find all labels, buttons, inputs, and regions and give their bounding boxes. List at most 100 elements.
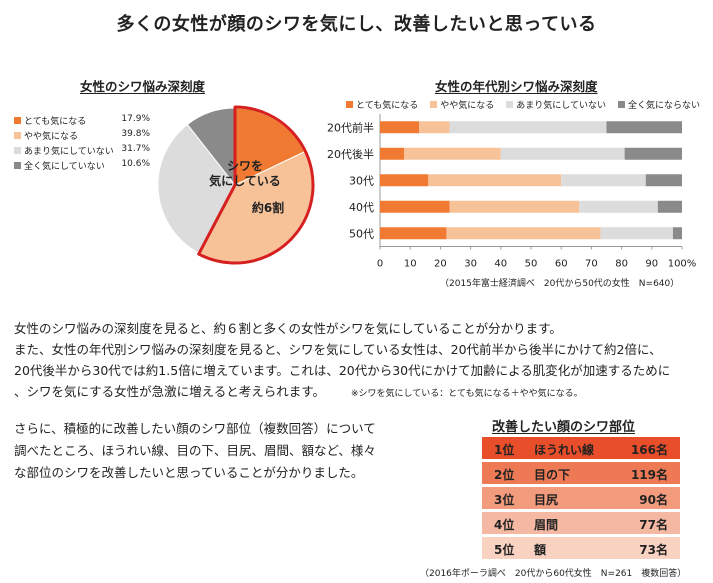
ranking-part: ほうれい線	[534, 443, 595, 457]
paragraph-2-line1: さらに、積極的に改善したい顔のシワ部位（複数回答）について	[14, 421, 376, 436]
bar-x-tick-label: 80	[615, 259, 628, 270]
paragraph-1-note: ※シワを気にしている：とても気になる＋やや気になる。	[351, 389, 583, 399]
bar-category-label: 30代	[349, 174, 374, 187]
bar-category-label: 20代前半	[327, 120, 374, 134]
paragraph-1-line1: 女性のシワ悩みの深刻度を見ると、約６割と多くの女性がシワを気にしていることが分か…	[14, 321, 562, 336]
ranking-part: 額	[534, 543, 547, 557]
bar-x-tick-label: 0	[377, 259, 383, 270]
bar-segment-notmuch	[449, 121, 607, 134]
bar-x-tick-label: 50	[525, 259, 538, 270]
bar-segment-notmuch	[561, 174, 646, 187]
bar-x-tick-label: 20	[434, 259, 447, 270]
ranking-rank: 4位	[494, 518, 515, 532]
legend-label: 全く気にしていない	[24, 162, 105, 172]
paragraph-1-line4: 、シワを気にする女性が急激に増えると考えられます。	[14, 384, 326, 399]
legend-swatch-somewhat	[430, 101, 438, 108]
legend-value: 39.8%	[121, 129, 150, 139]
ranking-count: 77名	[639, 518, 668, 532]
ranking-count: 166名	[630, 443, 668, 457]
bar-segment-very	[380, 227, 447, 240]
bar-segment-somewhat	[428, 174, 562, 187]
bar-segment-never	[657, 200, 682, 213]
bar-x-tick-label: 60	[555, 259, 568, 270]
ranking-row-4: 4位 眉間 77名	[482, 512, 680, 534]
legend-label: やや気になる	[24, 132, 79, 142]
legend-value: 10.6%	[121, 159, 150, 169]
pie-callout-line2: 気にしている	[209, 173, 281, 188]
bar-segment-somewhat	[449, 200, 580, 213]
bar-category-label: 40代	[349, 201, 374, 214]
legend-swatch-very	[14, 117, 21, 124]
bar-x-tick-label: 30	[464, 259, 477, 270]
bar-segment-never	[606, 121, 682, 134]
bar-category-label: 50代	[349, 227, 374, 240]
bar-x-tick-label: 40	[494, 259, 507, 270]
pie-legend-item-very: とても気になる 17.9%	[14, 114, 150, 127]
bar-segment-very	[380, 200, 450, 213]
pie-legend-item-notmuch: あまり気にしていない 31.7%	[14, 144, 150, 157]
ranking-part: 眉間	[534, 518, 559, 532]
paragraph-1: 女性のシワ悩みの深刻度を見ると、約６割と多くの女性がシワを気にしていることが分か…	[14, 318, 670, 405]
bar-segment-notmuch	[600, 227, 673, 240]
ranking-rank: 2位	[494, 468, 515, 482]
bar-segment-very	[380, 121, 420, 134]
bar-x-tick-label: 90	[645, 259, 658, 270]
bar-x-tick-label: 10	[404, 259, 417, 270]
bar-segment-never	[645, 174, 682, 187]
ranking-count: 73名	[639, 543, 668, 557]
legend-value: 31.7%	[121, 144, 150, 154]
bar-segment-notmuch	[579, 200, 658, 213]
bar-segment-somewhat	[446, 227, 601, 240]
ranking-count: 90名	[639, 493, 668, 507]
pie-callout-line1: シワを	[227, 159, 263, 173]
bar-segment-somewhat	[419, 121, 450, 134]
paragraph-1-line4-wrap: 、シワを気にする女性が急激に増えると考えられます。 ※シワを気にしている：とても気…	[14, 381, 670, 405]
legend-label: とても気になる	[24, 117, 87, 127]
bar-legend-item-somewhat: やや気になる	[430, 98, 494, 111]
ranking-row-2: 2位 目の下 119名	[482, 462, 680, 484]
bar-segment-never	[672, 227, 682, 240]
bar-source: （2015年富士経済調べ 20代から50代の女性 N=640）	[440, 279, 680, 289]
pie-chart: シワを 気にしている 約6割	[157, 105, 315, 265]
bar-x-tick-label: 70	[585, 259, 598, 270]
legend-swatch-never	[14, 162, 21, 169]
pie-callout-line3: 約6割	[252, 200, 284, 215]
legend-swatch-very	[346, 101, 353, 108]
paragraph-2: さらに、積極的に改善したい顔のシワ部位（複数回答）について 調べたところ、ほうれ…	[14, 418, 376, 484]
pie-legend: とても気になる 17.9% やや気になる 39.8% あまり気にしていない 31.7%…	[14, 114, 164, 174]
bar-segment-never	[624, 147, 682, 160]
ranking-row-5: 5位 額 73名	[482, 537, 680, 559]
bar-segment-very	[380, 147, 405, 160]
ranking-part: 目の下	[534, 468, 571, 482]
legend-swatch-never	[618, 101, 626, 108]
ranking-rank: 5位	[494, 543, 515, 557]
paragraph-1-line2: また、女性の年代別シワ悩みの深刻度を見ると、シワを気にしている女性は、20代前半…	[14, 342, 662, 357]
paragraph-2-line2: 調べたところ、ほうれい線、目の下、目尻、眉間、額など、様々	[14, 443, 376, 458]
bar-legend-item-never: 全く気にならない	[618, 98, 700, 111]
pie-legend-item-never: 全く気にしていない 10.6%	[14, 159, 150, 172]
ranking-row-3: 3位 目尻 90名	[482, 487, 680, 509]
bar-segment-somewhat	[404, 147, 501, 160]
pie-legend-item-somewhat: やや気になる 39.8%	[14, 129, 150, 142]
legend-label: あまり気にしていない	[24, 147, 114, 157]
ranking-title: 改善したい顔のシワ部位	[492, 420, 636, 435]
ranking-count: 119名	[630, 468, 668, 482]
bar-section-title: 女性の年代別シワ悩み深刻度	[435, 79, 598, 94]
bar-category-label: 20代後半	[327, 147, 374, 161]
stacked-bar-chart: 0 10 20 30 40 50 60 70 80 90 100% 20代前半 20代後半 30代 40代 5…	[327, 114, 696, 270]
legend-value: 17.9%	[121, 114, 150, 124]
pie-highlight-outline	[197, 105, 315, 265]
bar-segment-very	[380, 174, 429, 187]
legend-label: 全く気にならない	[628, 101, 701, 111]
legend-label: とても気になる	[356, 101, 419, 111]
paragraph-1-line3: 20代後半から30代では約1.5倍に増えています。これは、20代から30代にかけ…	[14, 363, 671, 378]
ranking-part: 目尻	[534, 493, 559, 507]
bar-legend: とても気になる やや気になる あまり気にしていない 全く気にならない	[346, 98, 700, 111]
legend-swatch-somewhat	[14, 132, 21, 139]
legend-swatch-notmuch	[506, 101, 514, 108]
pie-section-title: 女性のシワ悩み深刻度	[80, 79, 206, 94]
ranking-row-1: 1位 ほうれい線 166名	[482, 437, 680, 459]
ranking-source: （2016年ポーラ調べ 20代から60代女性 N=261 複数回答）	[420, 569, 687, 579]
bar-segment-notmuch	[500, 147, 625, 160]
paragraph-2-line3: な部位のシワを改善したいと思っていることが分かりました。	[14, 465, 364, 480]
